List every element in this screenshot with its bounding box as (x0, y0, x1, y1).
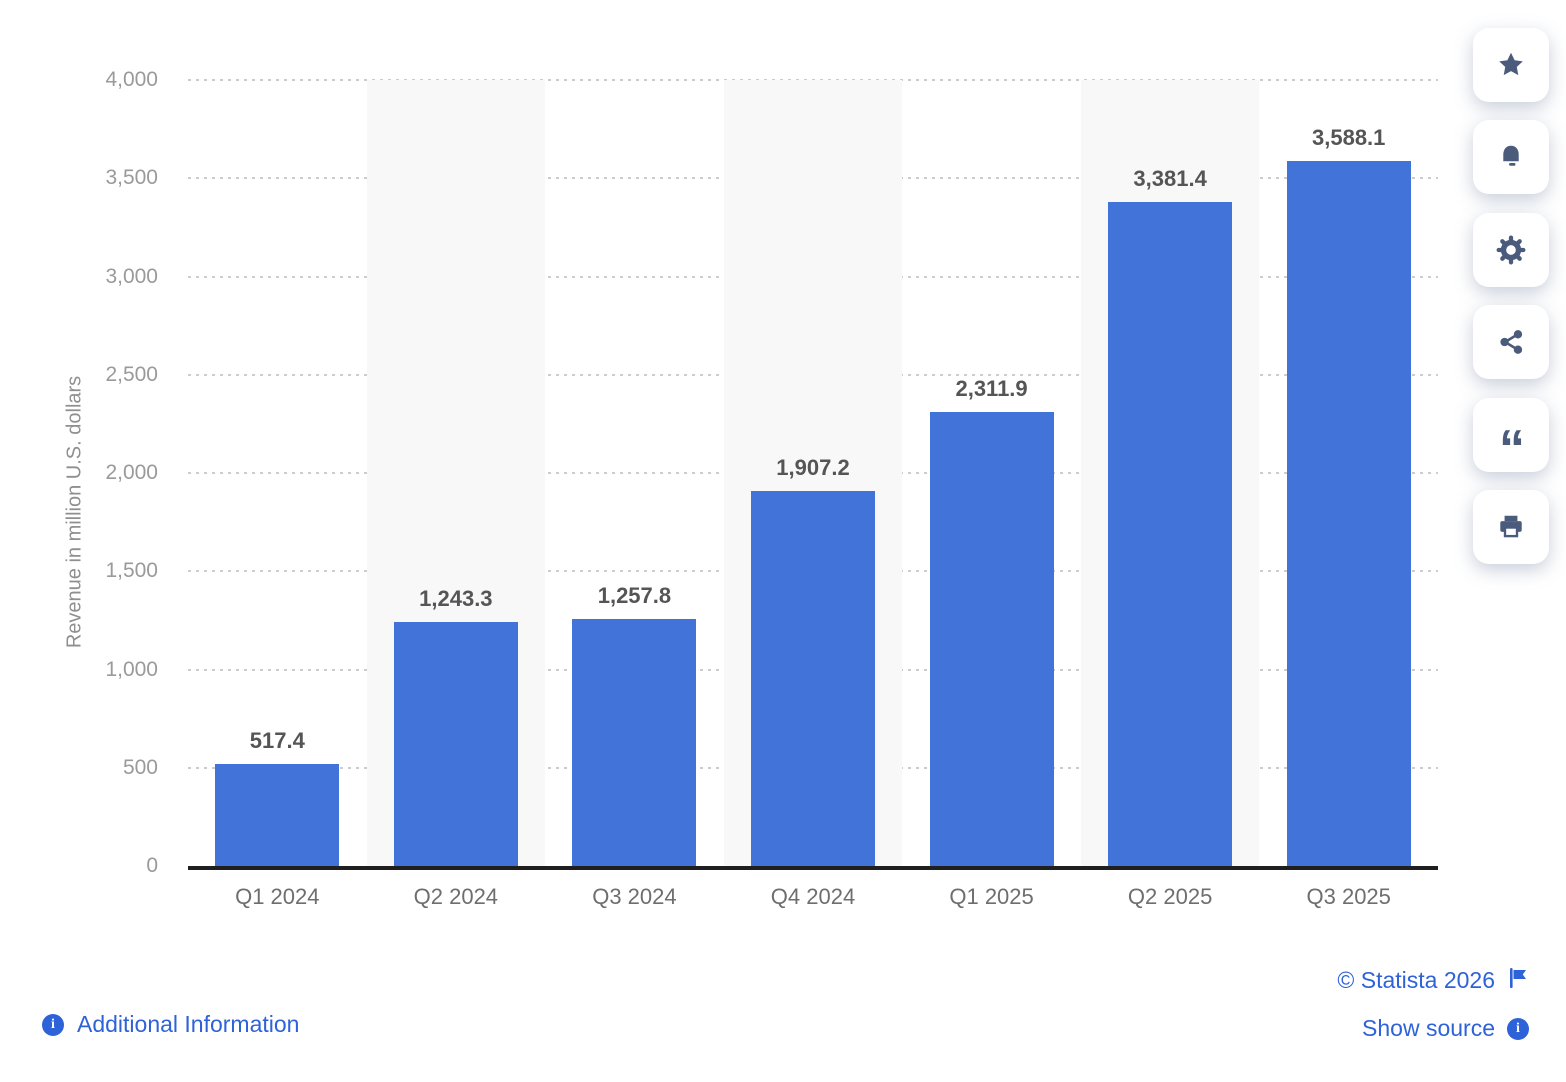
info-icon: i (42, 1013, 64, 1036)
gear-icon (1496, 235, 1526, 265)
info-icon: i (1507, 1017, 1529, 1040)
y-tick-label-0: 0 (146, 854, 158, 877)
x-label-q3-2024: Q3 2024 (592, 884, 677, 909)
statista-copyright-link[interactable]: © Statista 2026 (1337, 967, 1495, 993)
x-label-q4-2024: Q4 2024 (770, 884, 856, 909)
x-axis-labels: Q1 2024 Q2 2024 Q3 2024 Q4 2024 Q1 2025 Q2 20… (188, 884, 1438, 920)
x-label-q1-2025: Q1 2025 (949, 884, 1034, 909)
value-label-q3-2025: 3,588.1 (1312, 124, 1386, 150)
bar-q2-2024[interactable] (393, 621, 518, 866)
star-icon (1496, 50, 1526, 80)
y-tick-label-500: 500 (122, 755, 158, 779)
bar-q4-2024[interactable] (751, 491, 875, 866)
value-label-q3-2024: 1,257.8 (597, 582, 672, 608)
value-label-q2-2024: 1,243.3 (419, 585, 493, 611)
value-label-q1-2025: 2,311.9 (955, 375, 1028, 401)
value-label-q1-2024: 517.4 (249, 728, 305, 754)
bar-q3-2024[interactable] (572, 618, 697, 866)
y-tick-label-4000: 4,000 (105, 68, 158, 91)
show-source-link[interactable]: Show source (1362, 1015, 1495, 1041)
x-label-q2-2025: Q2 2025 (1127, 884, 1213, 909)
favorite-button[interactable] (1473, 28, 1549, 102)
bar-q2-2025[interactable] (1108, 201, 1233, 866)
chart-toolbar: “ (1473, 0, 1549, 1082)
flag-icon[interactable] (1507, 966, 1529, 995)
alert-button[interactable] (1473, 120, 1549, 194)
y-tick-label-1500: 1,500 (105, 559, 158, 583)
y-axis-ticks: 0 500 1,000 1,500 2,000 2,500 3,000 3,500 4,000 (0, 68, 158, 877)
print-button[interactable] (1473, 490, 1549, 564)
y-tick-label-1000: 1,000 (105, 657, 158, 681)
value-label-q2-2025: 3,381.4 (1133, 165, 1207, 191)
cite-button[interactable]: “ (1473, 398, 1549, 475)
copyright-row: © Statista 2026 (1337, 966, 1529, 995)
bar-q3-2025[interactable] (1286, 160, 1411, 866)
additional-information-label[interactable]: Additional Information (77, 1011, 300, 1037)
bar-q1-2025[interactable] (929, 411, 1054, 866)
y-tick-label-2000: 2,000 (105, 461, 158, 484)
x-label-q1-2024: Q1 2024 (235, 884, 320, 909)
bell-icon (1496, 142, 1526, 172)
show-source-row[interactable]: Show source i (1362, 1015, 1529, 1042)
x-label-q2-2024: Q2 2024 (413, 884, 499, 909)
bar-q1-2024[interactable] (215, 764, 340, 866)
print-icon (1496, 512, 1526, 542)
plot-area: 517.4 1,243.3 1,257.8 1,907.2 2,311.9 3,381.4… (188, 79, 1438, 870)
settings-button[interactable] (1473, 213, 1549, 287)
x-label-q3-2025: Q3 2025 (1306, 884, 1391, 909)
additional-information-link[interactable]: i Additional Information (42, 1011, 299, 1038)
share-icon (1496, 327, 1526, 357)
share-button[interactable] (1473, 305, 1549, 379)
y-tick-label-3500: 3,500 (105, 166, 158, 190)
value-label-q4-2024: 1,907.2 (776, 455, 850, 481)
y-tick-label-2500: 2,500 (105, 362, 158, 386)
y-tick-label-3000: 3,000 (105, 264, 158, 288)
